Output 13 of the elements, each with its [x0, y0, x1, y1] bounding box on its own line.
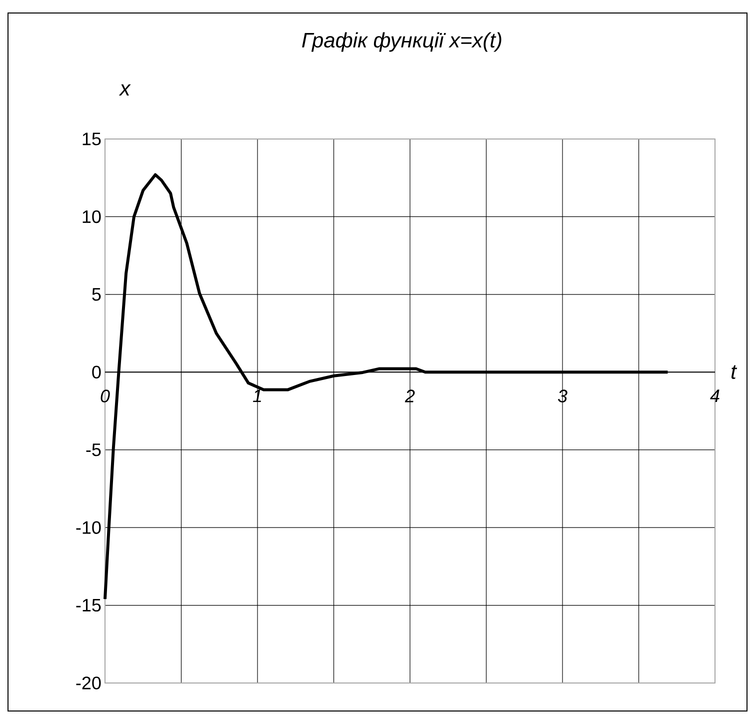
y-tick-label: -10 [76, 521, 101, 534]
chart-title: Графік функції x=x(t) [302, 32, 502, 52]
y-tick-label: 15 [82, 132, 101, 146]
y-tick-label: 5 [92, 288, 101, 301]
y-axis-title: x [118, 84, 131, 96]
y-tick-label: -15 [76, 599, 101, 612]
y-tick-label: -20 [76, 676, 101, 690]
y-tick-label: 0 [92, 366, 101, 379]
y-tick-label: -5 [86, 444, 101, 456]
x-axis-title: t [731, 365, 738, 380]
x-tick-label: 4 [710, 390, 720, 402]
y-tick-label: 10 [82, 210, 101, 224]
x-tick-label: 0 [100, 390, 110, 402]
